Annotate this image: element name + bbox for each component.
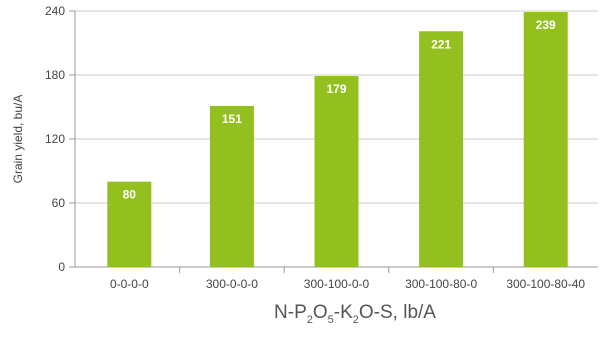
bar-data-label: 179 — [326, 82, 346, 96]
x-axis-label-part: N-P — [274, 302, 307, 323]
bar-data-label: 151 — [222, 112, 242, 126]
bar — [107, 181, 152, 267]
x-axis-label-subscript: 2 — [353, 314, 359, 326]
x-axis-label-part: O — [313, 302, 328, 323]
x-axis-label-part: -K — [334, 302, 353, 323]
x-tick-label: 300-0-0-0 — [206, 277, 258, 291]
x-tick-label: 0-0-0-0 — [110, 277, 149, 291]
x-axis-label: N-P2O5-K2O-S, lb/A — [274, 302, 436, 326]
x-axis-label-part: O-S, lb/A — [359, 302, 436, 323]
bars: 80 151 179 221 239 — [107, 12, 568, 268]
x-tick-label: 300-100-80-40 — [506, 277, 585, 291]
bar — [523, 12, 568, 268]
y-tick-label: 240 — [45, 4, 65, 18]
x-tick-label: 300-100-0-0 — [304, 277, 370, 291]
bar — [209, 105, 254, 267]
y-tick-label: 180 — [45, 68, 65, 82]
axes: 0 60 120 180 240 0-0-0-0 300-0-0-0 300-100-0-0 3… — [45, 4, 585, 291]
y-tick-label: 0 — [58, 260, 65, 274]
y-tick-label: 60 — [52, 196, 66, 210]
bar-data-label: 221 — [431, 37, 451, 51]
x-axis-label-subscript: 2 — [307, 314, 313, 326]
y-axis-label: Grain yield, bu/A — [11, 95, 25, 184]
bar-data-label: 239 — [536, 18, 556, 32]
bar — [314, 76, 359, 267]
bar-data-label: 80 — [123, 188, 137, 202]
bar — [419, 31, 464, 268]
x-axis-label-subscript: 5 — [328, 314, 334, 326]
y-tick-label: 120 — [45, 132, 65, 146]
x-tick-label: 300-100-80-0 — [405, 277, 477, 291]
